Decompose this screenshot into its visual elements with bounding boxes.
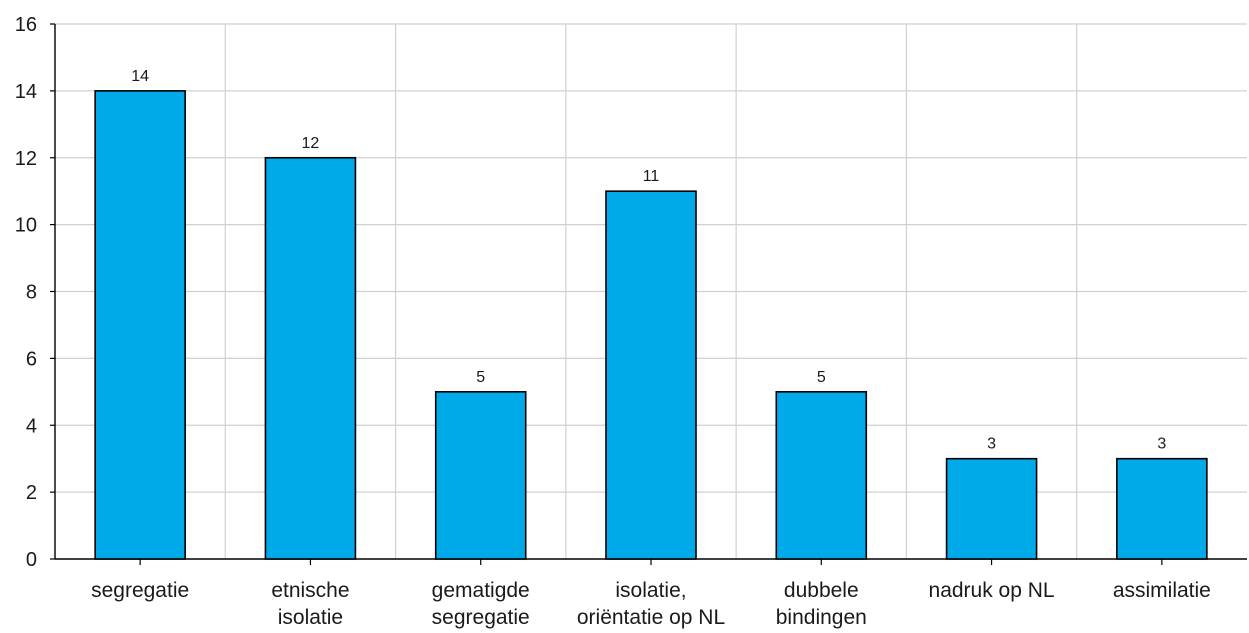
y-tick-label: 0: [26, 549, 37, 571]
y-tick-label: 16: [15, 14, 37, 36]
x-tick-label: segregatie: [91, 579, 189, 602]
data-label: 3: [987, 436, 996, 453]
bar: [264, 156, 357, 560]
x-tick-label: assimilatie: [1113, 579, 1211, 602]
data-label: 5: [476, 369, 485, 386]
x-tick-label-line: oriëntatie op NL: [577, 606, 725, 629]
data-label: 11: [643, 168, 660, 185]
x-tick-label-line: dubbele: [784, 579, 859, 602]
x-tick-label-line: assimilatie: [1113, 579, 1211, 602]
x-tick-label: nadruk op NL: [929, 579, 1055, 602]
y-tick-label: 10: [15, 215, 37, 237]
x-tick-label-line: segregatie: [432, 606, 530, 629]
data-label: 3: [1157, 436, 1166, 453]
bar: [605, 190, 697, 560]
bar: [94, 90, 186, 560]
bar: [775, 391, 868, 560]
x-tick-label-line: isolatie: [278, 606, 343, 629]
x-tick-label: isolatie, oriëntatie op NL: [577, 579, 725, 629]
x-tick-label-line: bindingen: [776, 606, 867, 629]
data-label: 5: [817, 369, 826, 386]
x-tick-label-line: gematigde: [432, 579, 530, 602]
x-tick-label: dubbele bindingen: [776, 579, 867, 629]
labels: 0 2 4 6 8 10 12 14 16 14 segregatie 12 etnische isola…: [15, 14, 1211, 629]
x-tick-label-line: segregatie: [91, 579, 189, 602]
y-tick-label: 4: [26, 415, 37, 437]
bar: [945, 457, 1038, 560]
y-tick-label: 8: [26, 282, 37, 304]
y-tick-label: 12: [15, 148, 37, 170]
bars: [94, 90, 1208, 560]
x-tick-label: etnische isolatie: [271, 579, 349, 629]
y-tick-label: 6: [26, 348, 37, 370]
bar: [1116, 457, 1208, 560]
x-tick-label-line: isolatie,: [615, 579, 686, 602]
bar: [434, 391, 527, 560]
y-tick-label: 2: [26, 482, 37, 504]
data-label: 14: [131, 68, 149, 85]
data-label: 12: [302, 135, 320, 152]
y-tick-label: 14: [15, 81, 37, 103]
x-tick-label: gematigde segregatie: [432, 579, 530, 629]
x-tick-label-line: nadruk op NL: [929, 579, 1055, 602]
x-tick-label-line: etnische: [271, 579, 349, 602]
